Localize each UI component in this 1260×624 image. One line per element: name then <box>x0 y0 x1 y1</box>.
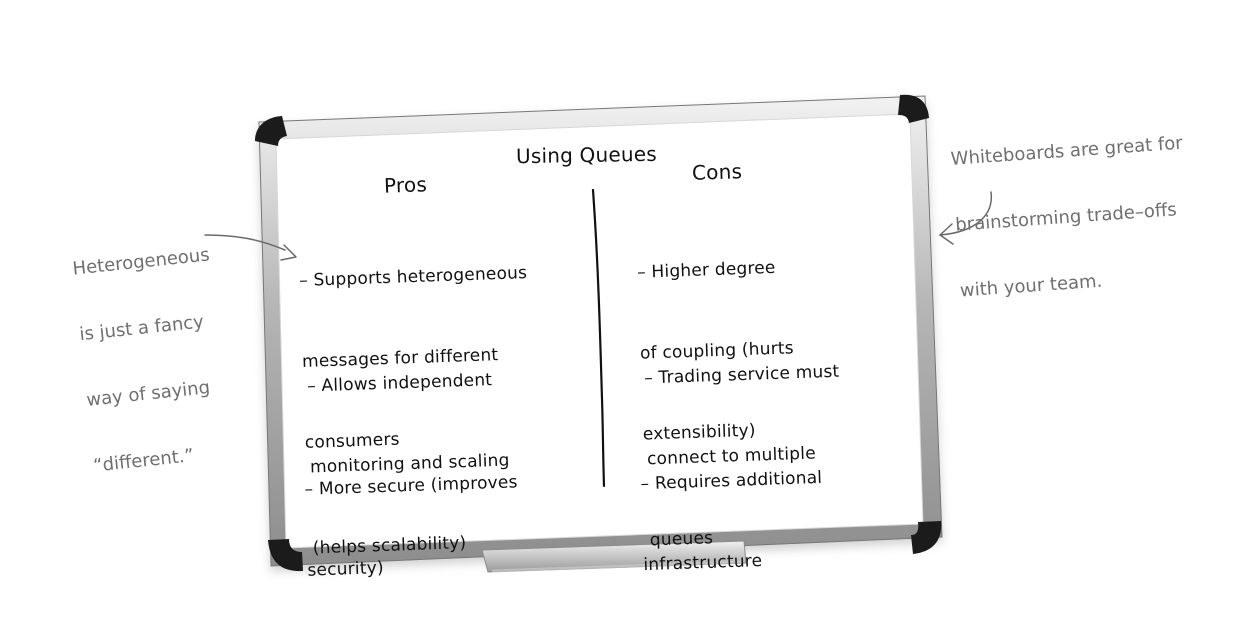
cons-item-2-line-1: – Trading service must <box>643 361 840 389</box>
left-annotation-line-4: “different.” <box>92 445 195 477</box>
top-left-corner-cap <box>255 116 287 146</box>
divider-line <box>591 188 606 488</box>
left-arrow <box>204 234 286 251</box>
right-annotation-line-2: brainstorming trade–offs <box>954 199 1178 236</box>
pros-heading: Pros <box>383 172 428 198</box>
right-annotation-line-1: Whiteboards are great for <box>950 132 1184 170</box>
pros-item-3-line-2: security) <box>307 558 385 581</box>
pros-item-1-line-1: – Supports heterogeneous <box>298 263 528 292</box>
bottom-left-corner-cap <box>268 539 303 572</box>
right-arrow <box>939 191 993 236</box>
pros-item-3: – More secure (improves security) <box>302 415 522 624</box>
pros-item-2-line-1: – Allows independent <box>306 370 493 397</box>
left-annotation-line-1: Heterogeneous <box>71 244 211 280</box>
cons-heading: Cons <box>691 159 743 185</box>
left-annotation-line-2: is just a fancy <box>78 311 205 346</box>
cons-item-3: – Requires additional infrastructure <box>638 411 827 624</box>
cons-item-1-line-1: – Higher degree <box>636 257 776 283</box>
right-annotation-line-3: with your team. <box>959 270 1103 302</box>
cons-item-3-line-2: infrastructure <box>643 551 763 576</box>
top-right-corner-cap <box>898 94 929 123</box>
left-annotation-line-3: way of saying <box>85 377 212 411</box>
pros-item-3-line-1: – More secure (improves <box>304 472 518 500</box>
bottom-right-corner-cap <box>911 521 942 554</box>
board-title: Using Queues <box>515 141 658 169</box>
right-annotation: Whiteboards are great for brainstorming … <box>947 89 1196 347</box>
cons-item-3-line-1: – Requires additional <box>640 467 823 495</box>
